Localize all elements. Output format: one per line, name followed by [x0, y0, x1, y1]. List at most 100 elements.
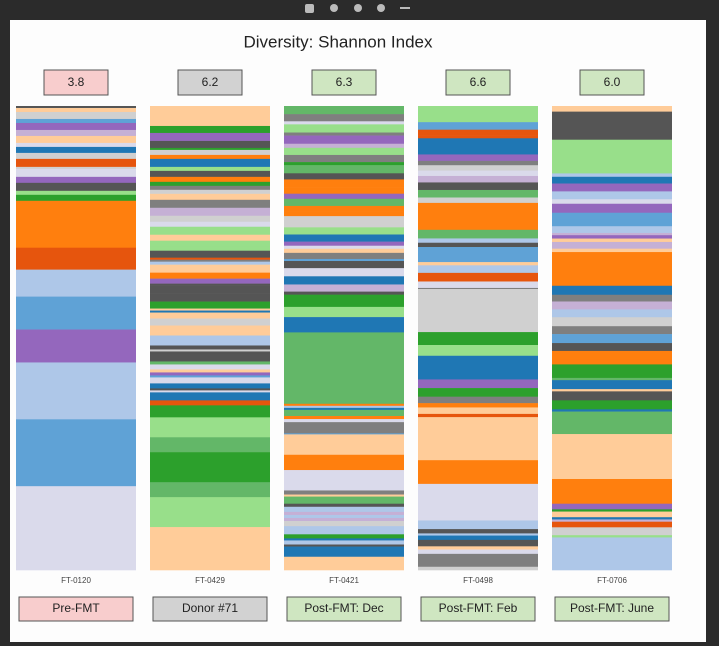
- stripe: [552, 509, 672, 512]
- stripe: [150, 149, 270, 156]
- stripe: [418, 413, 538, 418]
- sample-id: FT-0429: [195, 576, 225, 585]
- stripe: [552, 139, 672, 174]
- stripe: [284, 258, 404, 262]
- stripe: [284, 124, 404, 133]
- stripe: [150, 349, 270, 352]
- stripe: [418, 170, 538, 177]
- stripe: [418, 403, 538, 408]
- stripe: [418, 483, 538, 517]
- stripe: [418, 539, 538, 547]
- index-box: [311, 69, 377, 96]
- stripe: [552, 359, 672, 365]
- stripe: [150, 351, 270, 354]
- stripe: [284, 154, 404, 163]
- stripe: [418, 138, 538, 155]
- stripe: [284, 534, 404, 539]
- stripe: [150, 392, 270, 401]
- stripe: [284, 147, 404, 156]
- stripe: [284, 470, 404, 491]
- stripe: [552, 111, 672, 141]
- stripe: [418, 247, 538, 254]
- stripe: [150, 361, 270, 365]
- stripe: [150, 383, 270, 389]
- stripe: [150, 364, 270, 370]
- stripe: [418, 289, 538, 333]
- stripe: [552, 364, 672, 379]
- toolbar-icon[interactable]: [400, 7, 410, 9]
- stripe: [552, 411, 672, 435]
- group-box: [286, 596, 402, 622]
- stripe: [284, 291, 404, 295]
- stripe: [150, 452, 270, 468]
- stripe: [552, 252, 672, 287]
- stripe: [418, 287, 538, 290]
- index-value: 6.0: [604, 75, 621, 89]
- stripe: [418, 520, 538, 530]
- stripe: [150, 318, 270, 326]
- toolbar-icon[interactable]: [305, 4, 314, 13]
- sample-id: FT-0120: [61, 576, 91, 585]
- stripe: [284, 106, 404, 115]
- stripe: [284, 540, 404, 545]
- stripe: [150, 158, 270, 168]
- stripe: [552, 389, 672, 392]
- stripe: [418, 355, 538, 380]
- stripe: [150, 405, 270, 418]
- stripe: [418, 272, 538, 282]
- stripe: [418, 253, 538, 263]
- stripe: [552, 176, 672, 184]
- stripe: [284, 544, 404, 547]
- group-box: [554, 596, 670, 622]
- sample-id: FT-0421: [329, 576, 359, 585]
- stripe: [552, 241, 672, 249]
- stripe: [552, 527, 672, 536]
- stripe: [16, 200, 136, 248]
- stripe: [418, 281, 538, 289]
- stripe: [284, 403, 404, 407]
- index-value: 6.2: [202, 75, 219, 89]
- index-box: [579, 69, 645, 96]
- stripe: [150, 359, 270, 362]
- stripe: [418, 189, 538, 198]
- stripe: [16, 146, 136, 154]
- stripe: [552, 226, 672, 234]
- stripe: [418, 229, 538, 239]
- stripe: [284, 409, 404, 417]
- stripe: [150, 259, 270, 262]
- stripe: [284, 211, 404, 217]
- stripe: [284, 511, 404, 516]
- stripe: [284, 165, 404, 174]
- stripe: [284, 234, 404, 242]
- stripe: [150, 437, 270, 453]
- toolbar-icon[interactable]: [377, 4, 385, 12]
- stripe: [552, 409, 672, 412]
- stripe: [284, 503, 404, 508]
- toolbar-icon[interactable]: [354, 4, 362, 12]
- stripe: [16, 135, 136, 144]
- toolbar: [305, 4, 410, 13]
- stripe: [284, 433, 404, 435]
- stripe: [552, 334, 672, 344]
- toolbar-icon[interactable]: [330, 4, 338, 12]
- stripe: [150, 207, 270, 217]
- stripe: [552, 434, 672, 452]
- stripe: [150, 497, 270, 528]
- stripe: [150, 128, 270, 134]
- stripe: [16, 329, 136, 363]
- stripe: [150, 226, 270, 236]
- stripe: [552, 191, 672, 200]
- stripe: [418, 160, 538, 166]
- stripe: [150, 353, 270, 360]
- stripe: [284, 490, 404, 495]
- stripe: [418, 106, 538, 123]
- stripe: [284, 425, 404, 434]
- stripe: [552, 503, 672, 510]
- group-box: [420, 596, 536, 622]
- stripe: [284, 222, 404, 228]
- stripe: [552, 285, 672, 296]
- stripe: [150, 482, 270, 498]
- stripe: [284, 494, 404, 497]
- stripe: [150, 285, 270, 294]
